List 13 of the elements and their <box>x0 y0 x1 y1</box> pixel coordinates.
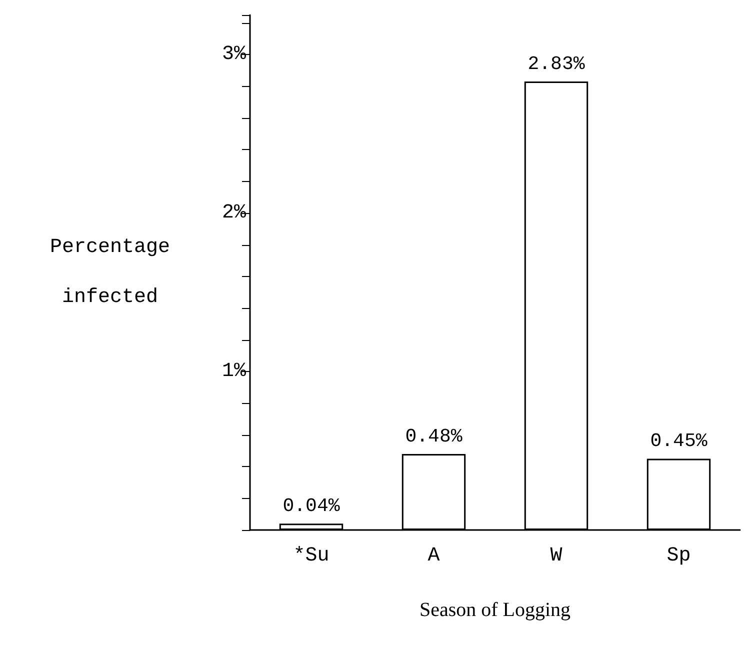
y-tick-label: 1% <box>222 360 247 384</box>
x-tick-label: W <box>550 544 562 568</box>
x-tick-label: *Su <box>293 544 330 568</box>
data-label: 2.83% <box>528 53 586 76</box>
y-tick-label: 3% <box>222 43 247 66</box>
x-axis-title: Season of Logging <box>419 599 571 621</box>
y-tick-label: 2% <box>222 202 247 225</box>
x-tick-label: Sp <box>666 544 691 568</box>
text: Percentage infected <box>50 236 170 309</box>
x-tick-label: A <box>428 544 440 568</box>
data-label: 0.48% <box>405 425 463 448</box>
data-label: 0.04% <box>282 495 340 518</box>
data-label: 0.45% <box>650 430 708 452</box>
